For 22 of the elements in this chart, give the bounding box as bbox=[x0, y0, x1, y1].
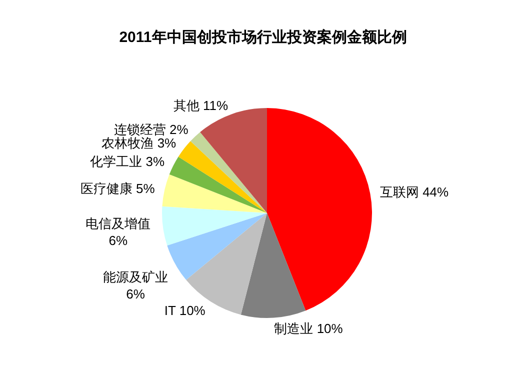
pie-slice bbox=[178, 141, 267, 213]
pie-slice bbox=[167, 213, 267, 280]
pie-slice bbox=[162, 174, 267, 213]
pie-slice bbox=[162, 206, 267, 246]
slice-label: 其他 11% bbox=[173, 98, 228, 113]
pie-slice bbox=[240, 213, 306, 318]
slice-label: 能源及矿业 bbox=[103, 269, 168, 284]
slice-label: 化学工业 3% bbox=[90, 154, 165, 169]
slice-label: 医疗健康 5% bbox=[80, 180, 156, 196]
slice-label: 互联网 44% bbox=[380, 184, 450, 200]
pie-slice bbox=[200, 108, 267, 213]
data-label: 6% bbox=[126, 286, 146, 302]
slice-label: IT 10% bbox=[164, 303, 206, 318]
slice-label: 农林牧渔 3% bbox=[102, 136, 177, 151]
slice-label: 电信及增值 bbox=[86, 216, 151, 231]
pie-slice bbox=[169, 156, 267, 213]
chart-title: 2011年中国创投市场行业投资案例金额比例 bbox=[119, 28, 407, 46]
pie-slice bbox=[190, 132, 267, 213]
slice-label: 制造业 10% bbox=[274, 320, 344, 336]
data-label: 6% bbox=[108, 232, 128, 248]
pie-slice bbox=[267, 108, 372, 311]
slice-label: 连锁经营 2% bbox=[114, 122, 189, 138]
